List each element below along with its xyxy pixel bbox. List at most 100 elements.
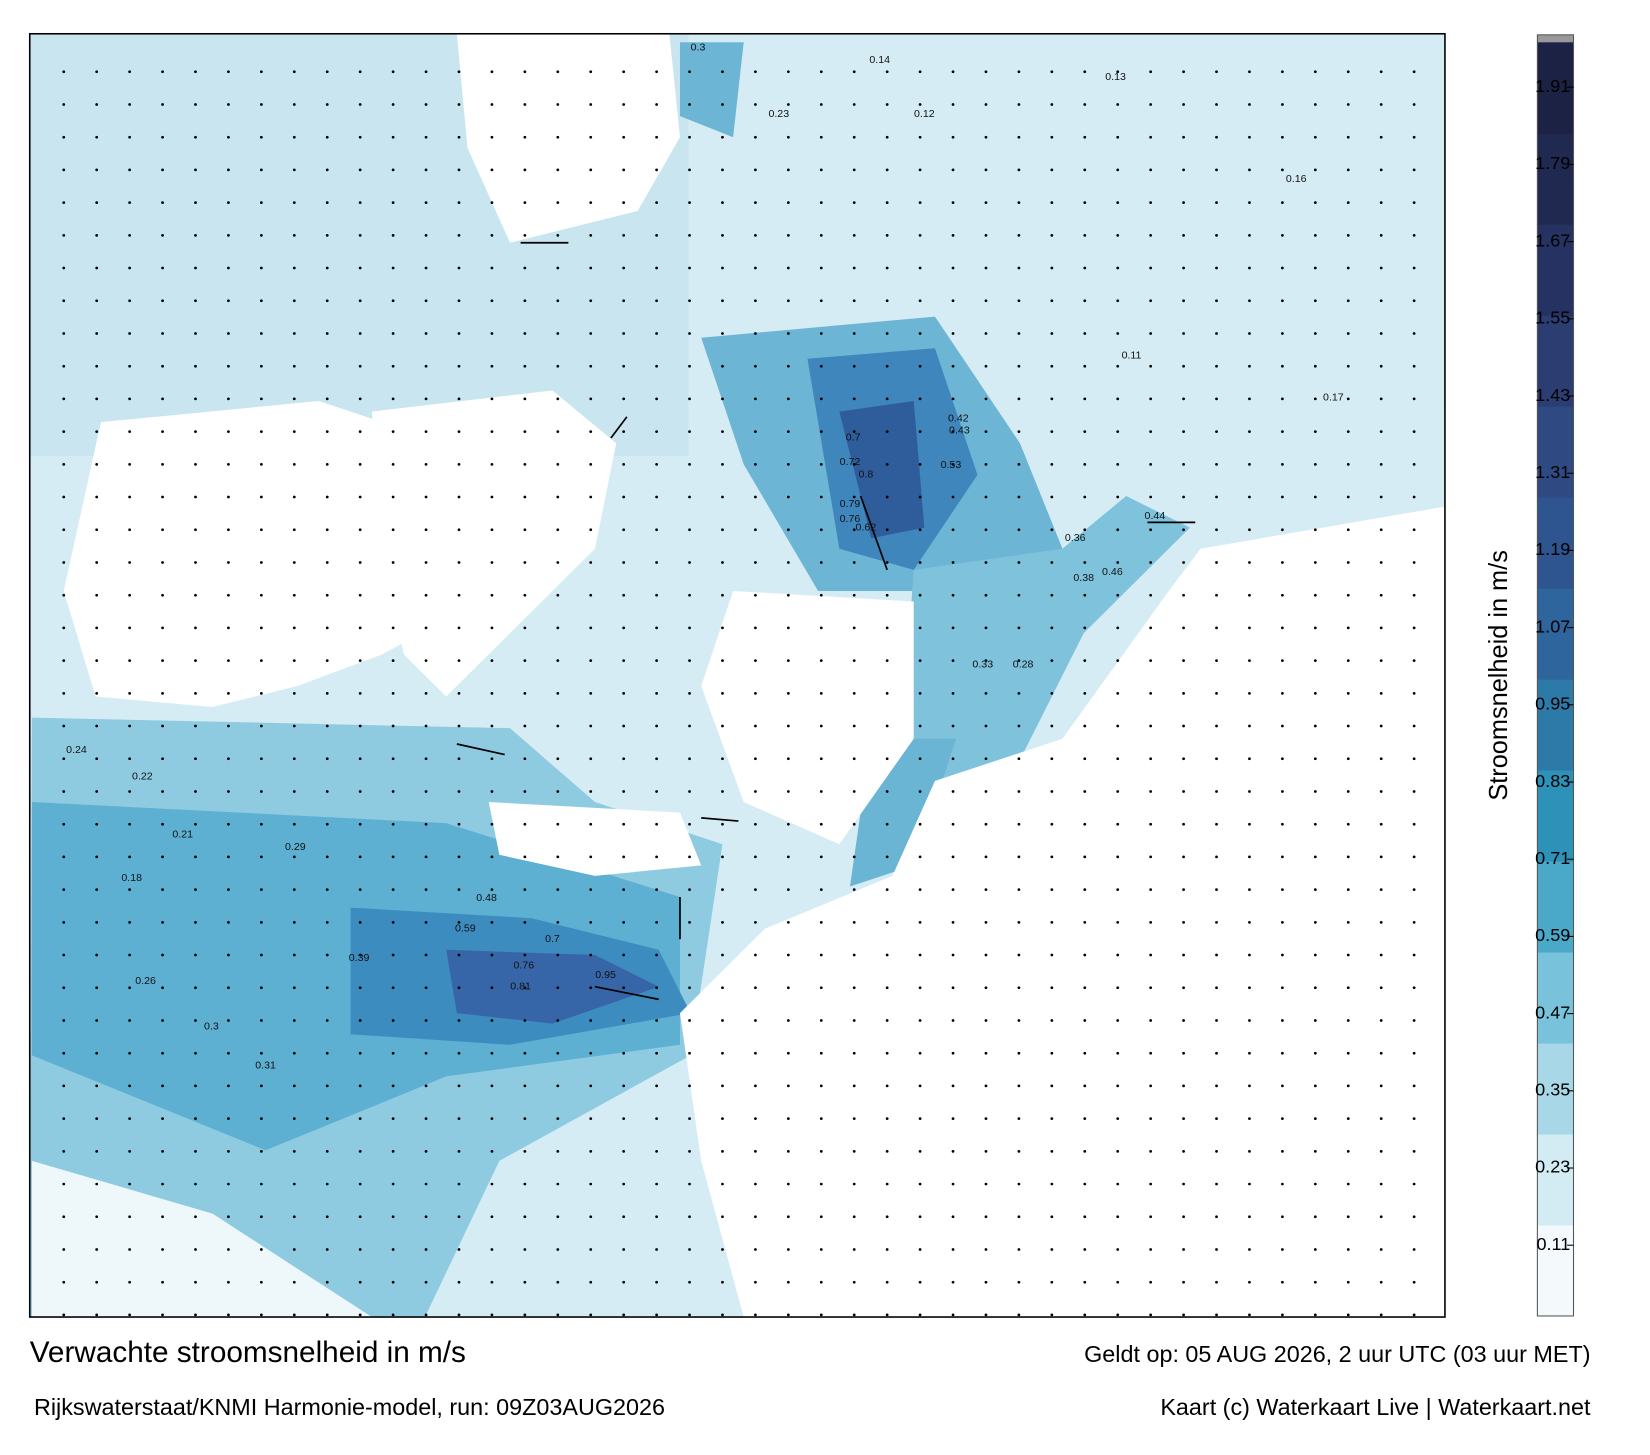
vector-dot xyxy=(1116,1280,1120,1284)
vector-dot xyxy=(556,561,560,564)
vector-dot xyxy=(424,70,428,74)
vector-dot xyxy=(523,299,527,303)
vector-dot xyxy=(688,593,691,597)
vector-dot xyxy=(589,103,593,106)
vector-dot xyxy=(1412,561,1416,564)
vector-dot xyxy=(523,103,527,106)
vector-dot xyxy=(161,757,164,761)
vector-dot xyxy=(95,1149,99,1153)
vector-dot xyxy=(325,1019,329,1022)
vector-dot xyxy=(984,855,988,859)
vector-dot xyxy=(1379,1248,1383,1251)
vector-dot xyxy=(918,168,922,172)
vector-dot xyxy=(1379,986,1383,990)
vector-dot xyxy=(1017,659,1021,662)
vector-dot xyxy=(227,659,230,662)
vector-dot xyxy=(1346,103,1350,106)
vector-dot xyxy=(589,168,593,172)
vector-dot xyxy=(358,299,362,303)
vector-dot xyxy=(1379,724,1383,728)
vector-dot xyxy=(655,920,658,924)
vector-dot xyxy=(1116,364,1120,368)
vector-dot xyxy=(259,528,263,532)
vector-dot xyxy=(490,691,494,695)
vector-dot xyxy=(194,1248,197,1251)
vector-dot xyxy=(786,332,790,335)
vector-dot xyxy=(358,462,362,466)
vector-dot xyxy=(1379,855,1383,859)
vector-dot xyxy=(1149,70,1153,74)
vector-dot xyxy=(194,1149,197,1153)
vector-dot xyxy=(1017,1215,1021,1219)
vector-dot xyxy=(194,462,197,466)
vector-dot xyxy=(1281,757,1284,761)
vector-dot xyxy=(786,920,790,924)
vector-dot xyxy=(1248,986,1251,990)
vector-dot xyxy=(688,822,691,826)
vector-dot xyxy=(1116,1215,1120,1219)
vector-dot xyxy=(424,920,428,924)
vector-dot xyxy=(819,790,823,793)
vector-dot xyxy=(358,430,362,433)
colorbar-tick-label: 0.59 xyxy=(1535,925,1570,945)
vector-dot xyxy=(194,855,197,859)
vector-dot xyxy=(1182,528,1185,532)
vector-dot xyxy=(490,528,494,532)
vector-dot xyxy=(1050,70,1054,74)
vector-dot xyxy=(161,593,164,597)
vector-dot xyxy=(523,691,527,695)
colorbar-tick-label: 1.07 xyxy=(1535,616,1570,636)
vector-dot xyxy=(885,757,889,761)
vector-dot xyxy=(951,528,955,532)
vector-dot xyxy=(589,1149,593,1153)
vector-dot xyxy=(1412,626,1416,630)
vector-dot xyxy=(1346,233,1350,237)
vector-dot xyxy=(1379,659,1383,662)
vector-dot xyxy=(688,70,691,74)
vector-dot xyxy=(852,757,856,761)
vector-dot xyxy=(688,986,691,990)
vector-dot xyxy=(1050,528,1054,532)
vector-dot xyxy=(1182,1215,1185,1219)
vector-dot xyxy=(1313,953,1317,957)
vector-dot xyxy=(984,332,988,335)
vector-dot xyxy=(852,1313,856,1317)
vector-dot xyxy=(754,1182,757,1186)
vector-dot xyxy=(951,757,955,761)
vector-dot xyxy=(1281,1149,1284,1153)
vector-dot xyxy=(721,1280,724,1284)
vector-dot xyxy=(424,168,428,172)
vector-dot xyxy=(292,364,296,368)
vector-dot xyxy=(688,201,691,204)
vector-dot xyxy=(161,691,164,695)
vector-dot xyxy=(325,691,329,695)
vector-dot xyxy=(1313,757,1317,761)
vector-dot xyxy=(852,364,856,368)
vector-dot xyxy=(1313,528,1317,532)
vector-dot xyxy=(1182,1019,1185,1022)
vector-dot xyxy=(984,299,988,303)
vector-dot xyxy=(1050,1280,1054,1284)
vector-dot xyxy=(688,1313,691,1317)
vector-dot xyxy=(754,364,757,368)
vector-dot xyxy=(292,659,296,662)
vector-dot xyxy=(1346,430,1350,433)
vector-dot xyxy=(1050,724,1054,728)
vector-dot xyxy=(128,103,132,106)
vector-dot xyxy=(1149,233,1153,237)
vector-dot xyxy=(1412,266,1416,270)
vector-dot xyxy=(786,790,790,793)
vector-dot xyxy=(227,986,230,990)
vector-dot xyxy=(819,724,823,728)
vector-dot xyxy=(1248,168,1251,172)
vector-dot xyxy=(259,233,263,237)
vector-dot xyxy=(754,626,757,630)
vector-dot xyxy=(688,462,691,466)
current-label: 0.43 xyxy=(949,424,970,436)
vector-dot xyxy=(523,233,527,237)
vector-dot xyxy=(194,1182,197,1186)
vector-dot xyxy=(1050,135,1054,139)
vector-dot xyxy=(918,593,922,597)
vector-dot xyxy=(325,364,329,368)
vector-dot xyxy=(721,953,724,957)
